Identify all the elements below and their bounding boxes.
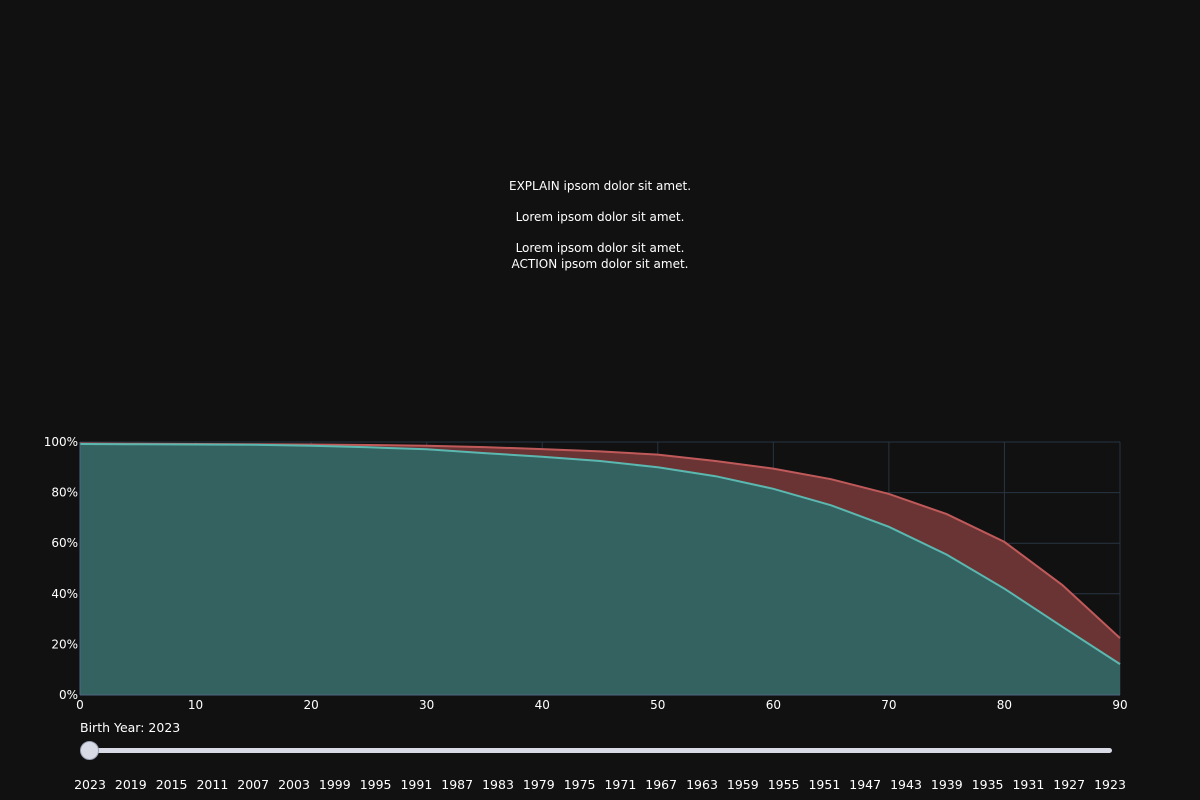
slider-tick-1951[interactable]: 1951 — [808, 777, 841, 792]
x-tick-label: 40 — [535, 698, 550, 712]
slider-tick-2003[interactable]: 2003 — [278, 777, 310, 792]
y-axis-ticks: 0% 20% 40% 60% 80% 100% — [44, 435, 78, 702]
birth-year-slider-handle[interactable] — [80, 741, 99, 760]
slider-label: Birth Year: 2023 — [80, 720, 181, 735]
annotation-line-4: ACTION ipsom dolor sit amet. — [511, 257, 689, 271]
x-tick-label: 0 — [76, 698, 84, 712]
slider-tick-2011[interactable]: 2011 — [196, 777, 229, 792]
y-tick-label: 80% — [51, 486, 78, 500]
slider-tick-1979[interactable]: 1979 — [522, 777, 555, 792]
slider-tick-1975[interactable]: 1975 — [563, 777, 596, 792]
slider-tick-1935[interactable]: 1935 — [971, 777, 1004, 792]
series-2-area — [80, 444, 1120, 695]
chart-annotation: EXPLAIN ipsom dolor sit amet. Lorem ipso… — [400, 178, 800, 272]
x-tick-label: 50 — [650, 698, 665, 712]
slider-ticks: 2023 2019 2015 2011 2007 2003 1999 1995 1991 1987… — [0, 777, 1200, 793]
slider-tick-1927[interactable]: 1927 — [1053, 777, 1086, 792]
y-tick-label: 0% — [59, 688, 78, 702]
slider-tick-1971[interactable]: 1971 — [604, 777, 637, 792]
x-tick-label: 80 — [997, 698, 1012, 712]
y-tick-label: 60% — [51, 536, 78, 550]
annotation-line-1: EXPLAIN ipsom dolor sit amet. — [508, 179, 692, 193]
slider-tick-1987[interactable]: 1987 — [441, 777, 474, 792]
x-tick-label: 60 — [766, 698, 781, 712]
slider-tick-1955[interactable]: 1955 — [767, 777, 800, 792]
slider-tick-1963[interactable]: 1963 — [686, 777, 718, 792]
chart-areas — [79, 442, 1121, 695]
slider-tick-1995[interactable]: 1995 — [359, 777, 392, 792]
slider-tick-1967[interactable]: 1967 — [645, 777, 678, 792]
x-tick-label: 70 — [881, 698, 896, 712]
x-tick-label: 90 — [1112, 698, 1127, 712]
slider-tick-2007[interactable]: 2007 — [237, 777, 270, 792]
x-axis-ticks: 0 10 20 30 40 50 60 70 80 90 — [76, 698, 1127, 712]
slider-tick-2023[interactable]: 2023 — [74, 777, 106, 792]
y-tick-label: 100% — [44, 435, 78, 449]
slider-tick-1983[interactable]: 1983 — [482, 777, 514, 792]
annotation-line-3: Lorem ipsom dolor sit amet. — [515, 241, 685, 255]
slider-tick-1943[interactable]: 1943 — [890, 777, 922, 792]
x-tick-label: 20 — [303, 698, 318, 712]
slider-tick-1939[interactable]: 1939 — [930, 777, 963, 792]
slider-tick-1999[interactable]: 1999 — [318, 777, 351, 792]
slider-tick-1931[interactable]: 1931 — [1012, 777, 1045, 792]
x-tick-label: 10 — [188, 698, 203, 712]
slider-tick-1947[interactable]: 1947 — [849, 777, 882, 792]
x-tick-label: 30 — [419, 698, 434, 712]
y-tick-label: 20% — [51, 637, 78, 651]
slider-tick-1959[interactable]: 1959 — [726, 777, 759, 792]
chart-axes — [79, 442, 1120, 696]
series-2-line — [79, 443, 1121, 665]
birth-year-slider-track[interactable] — [88, 748, 1112, 753]
annotation-line-2: Lorem ipsom dolor sit amet. — [515, 210, 685, 224]
y-tick-label: 40% — [51, 587, 78, 601]
slider-tick-2019[interactable]: 2019 — [114, 777, 147, 792]
slider-tick-1923[interactable]: 1923 — [1094, 777, 1126, 792]
slider-tick-1991[interactable]: 1991 — [400, 777, 433, 792]
slider-tick-2015[interactable]: 2015 — [155, 777, 188, 792]
